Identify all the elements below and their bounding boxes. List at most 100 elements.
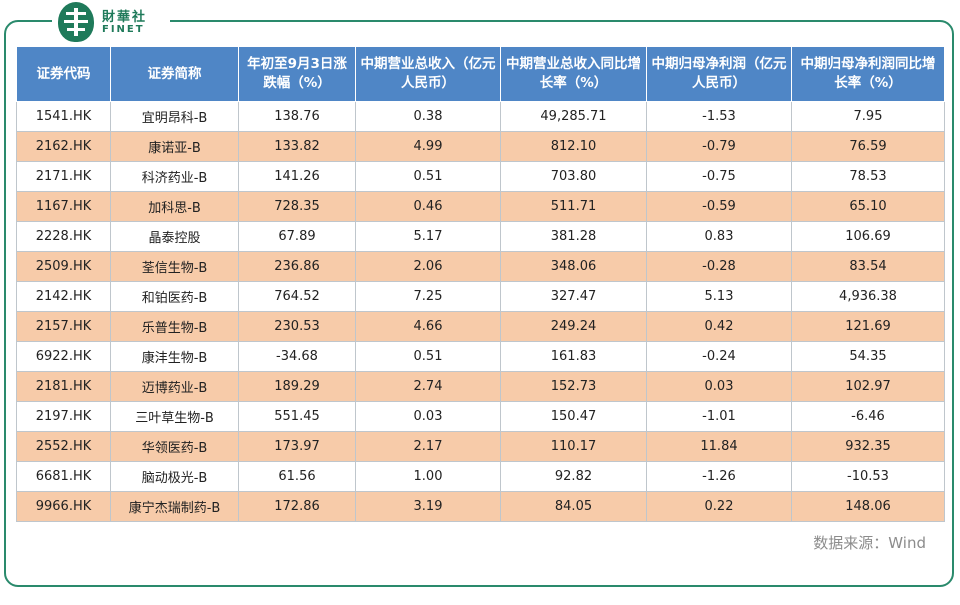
table-row: 2228.HK 晶泰控股 67.89 5.17 381.28 0.83 106.69 — [16, 221, 945, 252]
cell-ytd-change: 189.29 — [238, 371, 356, 402]
cell-code: 1167.HK — [16, 191, 111, 222]
cell-name: 加科思-B — [110, 191, 239, 222]
biotech-stock-table: 证券代码 证券简称 年初至9月3日涨跌幅（%） 中期营业总收入（亿元人民币） 中… — [16, 46, 945, 522]
cell-code: 2157.HK — [16, 311, 111, 342]
cell-revenue: 1.00 — [355, 461, 501, 492]
cell-code: 6922.HK — [16, 341, 111, 372]
cell-ytd-change: 230.53 — [238, 311, 356, 342]
cell-net-profit-growth: 148.06 — [791, 491, 945, 522]
table-row: 6681.HK 脑动极光-B 61.56 1.00 92.82 -1.26 -10.53 — [16, 461, 945, 492]
cell-revenue: 3.19 — [355, 491, 501, 522]
header-ytd-change: 年初至9月3日涨跌幅（%） — [238, 46, 356, 102]
cell-ytd-change: 173.97 — [238, 431, 356, 462]
cell-revenue-growth: 703.80 — [500, 161, 647, 192]
cell-net-profit: -0.79 — [646, 131, 792, 162]
table-row: 1167.HK 加科思-B 728.35 0.46 511.71 -0.59 65.10 — [16, 191, 945, 222]
cell-revenue-growth: 511.71 — [500, 191, 647, 222]
cell-net-profit: -0.28 — [646, 251, 792, 282]
table-row: 2142.HK 和铂医药-B 764.52 7.25 327.47 5.13 4,936.3… — [16, 281, 945, 312]
cell-name: 荃信生物-B — [110, 251, 239, 282]
cell-name: 和铂医药-B — [110, 281, 239, 312]
cell-ytd-change: 61.56 — [238, 461, 356, 492]
cell-net-profit: 5.13 — [646, 281, 792, 312]
cell-code: 2162.HK — [16, 131, 111, 162]
cell-net-profit: 0.03 — [646, 371, 792, 402]
cell-name: 迈博药业-B — [110, 371, 239, 402]
cell-net-profit-growth: 78.53 — [791, 161, 945, 192]
cell-revenue: 2.74 — [355, 371, 501, 402]
cell-revenue-growth: 249.24 — [500, 311, 647, 342]
cell-revenue: 2.17 — [355, 431, 501, 462]
cell-code: 2552.HK — [16, 431, 111, 462]
cell-revenue: 4.66 — [355, 311, 501, 342]
cell-code: 2509.HK — [16, 251, 111, 282]
cell-ytd-change: 67.89 — [238, 221, 356, 252]
content-frame — [4, 20, 954, 587]
cell-name: 康宁杰瑞制药-B — [110, 491, 239, 522]
cell-net-profit-growth: 932.35 — [791, 431, 945, 462]
cell-net-profit: -0.75 — [646, 161, 792, 192]
header-interim-net-profit: 中期归母净利润（亿元人民币） — [646, 46, 792, 102]
cell-revenue: 4.99 — [355, 131, 501, 162]
cell-ytd-change: 138.76 — [238, 101, 356, 132]
cell-revenue: 7.25 — [355, 281, 501, 312]
cell-revenue-growth: 150.47 — [500, 401, 647, 432]
cell-revenue: 0.38 — [355, 101, 501, 132]
cell-revenue-growth: 381.28 — [500, 221, 647, 252]
cell-net-profit-growth: 106.69 — [791, 221, 945, 252]
cell-net-profit: 0.83 — [646, 221, 792, 252]
cell-revenue-growth: 812.10 — [500, 131, 647, 162]
cell-name: 康诺亚-B — [110, 131, 239, 162]
cell-revenue-growth: 152.73 — [500, 371, 647, 402]
cell-revenue-growth: 49,285.71 — [500, 101, 647, 132]
finet-seal-icon — [58, 2, 94, 42]
cell-revenue-growth: 84.05 — [500, 491, 647, 522]
cell-code: 2181.HK — [16, 371, 111, 402]
table-row: 1541.HK 宜明昂科-B 138.76 0.38 49,285.71 -1.53 7.9… — [16, 101, 945, 132]
cell-name: 科济药业-B — [110, 161, 239, 192]
cell-code: 2228.HK — [16, 221, 111, 252]
cell-code: 2142.HK — [16, 281, 111, 312]
cell-ytd-change: 141.26 — [238, 161, 356, 192]
header-interim-revenue: 中期营业总收入（亿元人民币） — [355, 46, 501, 102]
cell-net-profit: -0.24 — [646, 341, 792, 372]
cell-revenue: 0.03 — [355, 401, 501, 432]
table-row: 9966.HK 康宁杰瑞制药-B 172.86 3.19 84.05 0.22 148.06 — [16, 491, 945, 522]
logo-english-name: FINET — [102, 24, 145, 35]
cell-ytd-change: -34.68 — [238, 341, 356, 372]
cell-revenue: 0.51 — [355, 341, 501, 372]
cell-net-profit: -1.26 — [646, 461, 792, 492]
cell-net-profit: -1.01 — [646, 401, 792, 432]
cell-revenue-growth: 92.82 — [500, 461, 647, 492]
cell-net-profit-growth: 83.54 — [791, 251, 945, 282]
cell-code: 2197.HK — [16, 401, 111, 432]
table-row: 2197.HK 三叶草生物-B 551.45 0.03 150.47 -1.01 -6.46 — [16, 401, 945, 432]
table-row: 2171.HK 科济药业-B 141.26 0.51 703.80 -0.75 78.53 — [16, 161, 945, 192]
cell-code: 9966.HK — [16, 491, 111, 522]
logo-chinese-name: 財華社 — [102, 10, 148, 25]
cell-net-profit-growth: 54.35 — [791, 341, 945, 372]
cell-revenue: 2.06 — [355, 251, 501, 282]
cell-ytd-change: 133.82 — [238, 131, 356, 162]
cell-revenue-growth: 327.47 — [500, 281, 647, 312]
cell-ytd-change: 551.45 — [238, 401, 356, 432]
cell-net-profit-growth: 76.59 — [791, 131, 945, 162]
data-source-note: 数据来源：Wind — [813, 534, 926, 552]
cell-net-profit: 11.84 — [646, 431, 792, 462]
cell-revenue-growth: 161.83 — [500, 341, 647, 372]
cell-name: 晶泰控股 — [110, 221, 239, 252]
cell-ytd-change: 764.52 — [238, 281, 356, 312]
finet-logo: 財華社 FINET — [52, 0, 170, 46]
header-security-name: 证券简称 — [110, 46, 239, 102]
cell-net-profit-growth: 102.97 — [791, 371, 945, 402]
cell-net-profit-growth: 7.95 — [791, 101, 945, 132]
cell-net-profit-growth: -6.46 — [791, 401, 945, 432]
cell-code: 1541.HK — [16, 101, 111, 132]
cell-net-profit: -0.59 — [646, 191, 792, 222]
cell-name: 三叶草生物-B — [110, 401, 239, 432]
cell-name: 康沣生物-B — [110, 341, 239, 372]
cell-net-profit-growth: 4,936.38 — [791, 281, 945, 312]
cell-name: 乐普生物-B — [110, 311, 239, 342]
cell-ytd-change: 236.86 — [238, 251, 356, 282]
cell-code: 6681.HK — [16, 461, 111, 492]
